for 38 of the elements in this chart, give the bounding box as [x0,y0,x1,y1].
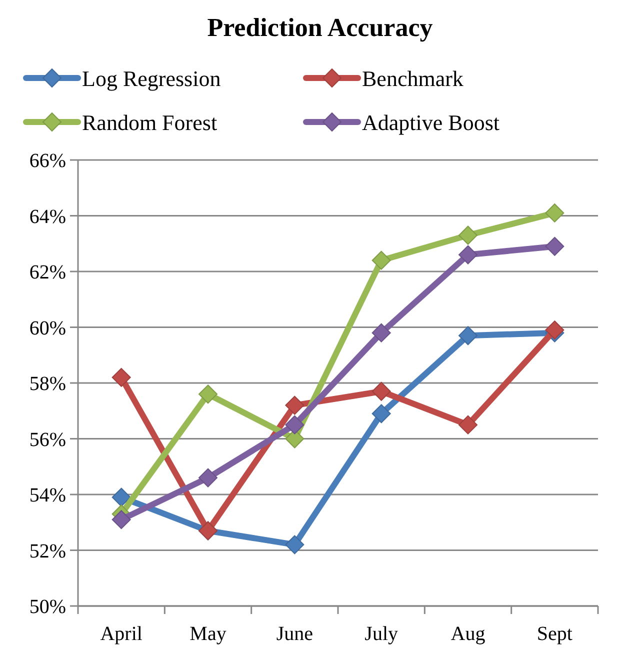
point [545,236,564,256]
y-tick-label: 64% [29,206,66,228]
legend-label: Adaptive Boost [362,110,500,135]
point [372,250,391,270]
y-tick-label: 54% [29,484,66,506]
point [285,535,304,554]
x-tick-label: April [100,623,143,645]
point [545,203,564,222]
y-tick-label: 66% [29,150,66,172]
y-tick-label: 50% [29,596,66,618]
x-tick-label: July [364,623,398,645]
point [198,468,218,488]
point [285,396,304,415]
point [458,415,478,434]
point [458,326,478,346]
point [112,368,131,387]
y-tick-label: 52% [29,540,66,562]
point [198,384,218,404]
point [112,510,131,530]
legend-label: Log Regression [82,66,221,91]
legend-label: Random Forest [82,110,218,135]
x-tick-label: Aug [450,623,486,645]
y-tick-label: 62% [29,262,66,284]
y-tick-label: 60% [29,317,66,340]
point [458,226,478,245]
x-tick-label: June [276,623,314,645]
point [372,382,391,401]
legend-label: Benchmark [362,66,464,91]
y-tick-label: 56% [29,428,66,451]
point [112,488,131,507]
x-tick-label: Sept [536,623,573,645]
point [372,404,391,424]
y-tick-label: 58% [29,373,66,395]
chart-title: Prediction Accuracy [207,13,433,42]
point [458,245,478,264]
point [372,323,391,342]
x-tick-label: May [190,623,226,645]
point [285,415,304,434]
